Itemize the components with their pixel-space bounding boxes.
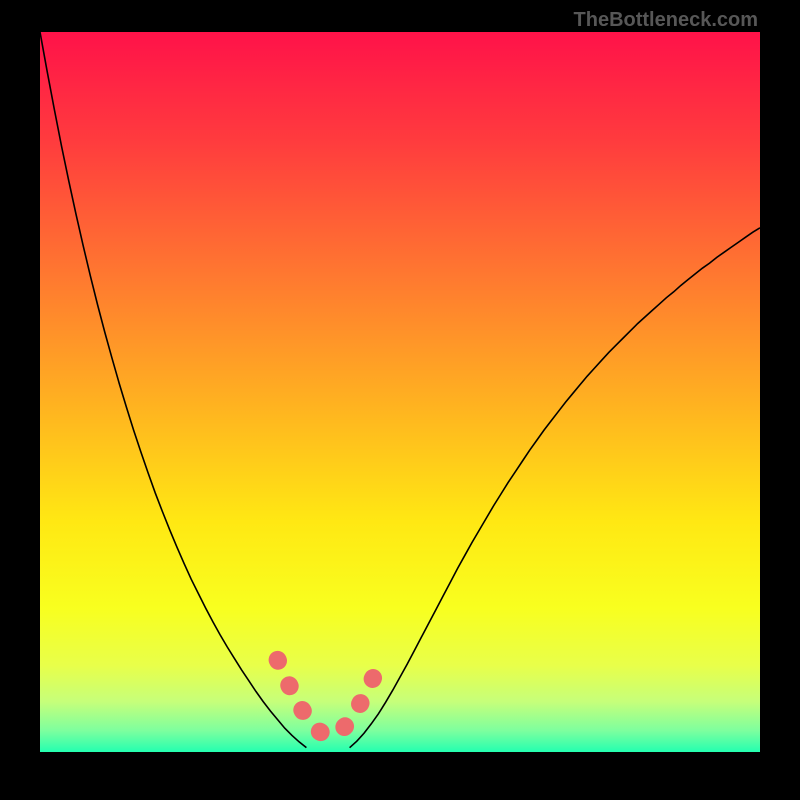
curve-right: [350, 228, 760, 748]
chainlink-u: [278, 660, 382, 736]
curves-layer: [40, 32, 760, 752]
plot-area: [40, 32, 760, 752]
curve-left: [40, 32, 306, 748]
watermark-text: TheBottleneck.com: [574, 9, 758, 32]
